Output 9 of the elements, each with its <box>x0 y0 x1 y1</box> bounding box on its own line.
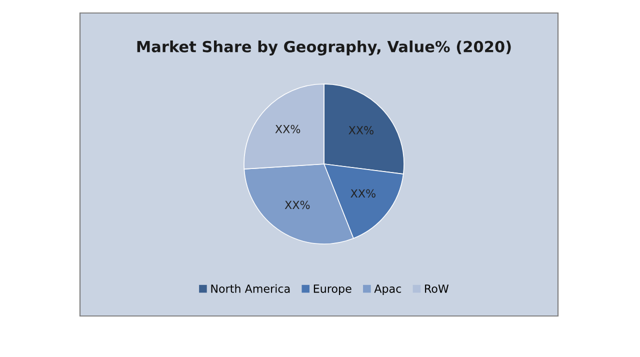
legend-label: RoW <box>425 284 449 293</box>
data-label: XX% <box>275 124 300 134</box>
data-label: XX% <box>350 189 376 198</box>
legend-label: Apac <box>374 284 402 295</box>
data-label: XX% <box>284 200 310 210</box>
legend-label: North America <box>211 284 290 293</box>
legend-label: Europe <box>314 284 352 295</box>
chart-title: Market Share by Geography, Value% (2020) <box>137 40 511 56</box>
data-label: XX% <box>348 126 374 134</box>
